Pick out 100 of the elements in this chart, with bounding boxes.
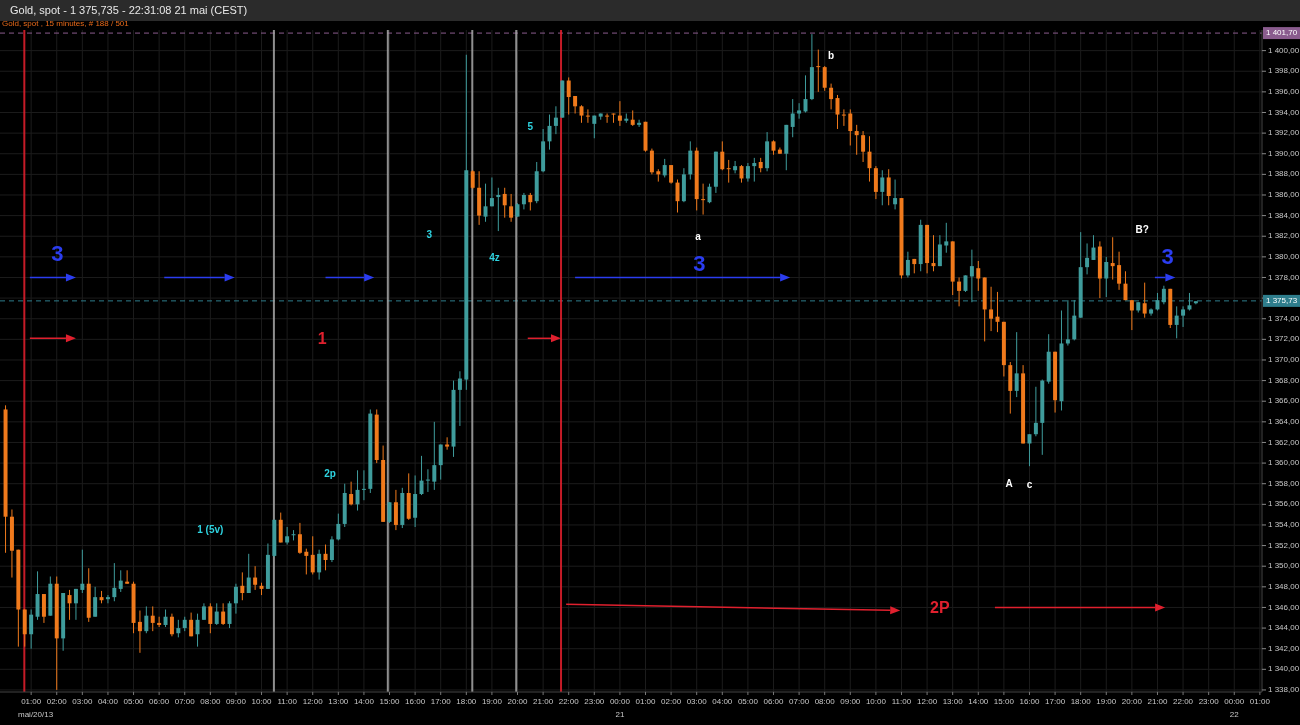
candlestick	[419, 455, 424, 496]
y-tick-label: 1 400,00	[1268, 45, 1300, 55]
y-tick-label: 1 366,00	[1268, 396, 1300, 406]
candlestick	[816, 49, 821, 93]
candlestick	[944, 222, 949, 254]
x-tick-label: 20:00	[1121, 697, 1143, 706]
x-tick-label: 12:00	[302, 697, 324, 706]
candlestick	[1033, 386, 1038, 437]
candlestick	[976, 260, 981, 292]
x-tick-label: 14:00	[353, 697, 375, 706]
annotation: 3	[693, 250, 706, 276]
candlestick	[438, 444, 443, 481]
candlestick	[105, 594, 110, 604]
chart-subtitle: Gold, spot , 15 minutes, # 188 / 501	[2, 19, 130, 28]
candlestick	[118, 569, 123, 593]
x-tick-label: 10:00	[251, 697, 273, 706]
candlestick	[214, 602, 219, 626]
x-tick-label: 11:00	[891, 697, 912, 706]
x-tick-label: 02:00	[46, 697, 68, 706]
candlestick	[662, 158, 667, 178]
y-tick-label: 1 348,00	[1268, 581, 1300, 591]
y-tick-label: 1 344,00	[1268, 623, 1300, 633]
x-tick-label: 03:00	[686, 697, 708, 706]
candlestick	[285, 526, 290, 546]
candlestick	[393, 489, 398, 531]
ref-line-label: 1 401,70	[1266, 28, 1298, 38]
x-tick-label: 04:00	[712, 697, 733, 706]
candlestick	[969, 249, 974, 303]
x-tick-label: 00:00	[609, 697, 631, 706]
y-tick-label: 1 388,00	[1268, 169, 1300, 179]
x-tick-label: 18:00	[456, 697, 477, 706]
x-tick-label: 05:00	[737, 697, 759, 706]
y-tick-label: 1 386,00	[1268, 190, 1300, 200]
y-tick-label: 1 372,00	[1268, 334, 1300, 344]
y-tick-label: 1 350,00	[1268, 561, 1300, 571]
text: 21	[615, 710, 625, 719]
candlestick	[349, 481, 354, 506]
annotation: 2P	[930, 598, 950, 616]
annotation: 3	[51, 240, 64, 266]
text: 22	[1229, 710, 1240, 719]
candlestick	[1161, 285, 1166, 305]
x-tick-label: 03:00	[72, 697, 93, 706]
candlestick	[1065, 299, 1070, 347]
candlestick	[253, 565, 258, 591]
candlestick	[1110, 236, 1115, 281]
annotation: 5	[527, 120, 534, 132]
candlestick	[688, 140, 693, 181]
x-tick-label: 10:00	[865, 697, 887, 706]
y-tick-label: 1 378,00	[1268, 272, 1300, 282]
x-tick-label: 09:00	[225, 697, 247, 706]
candlestick	[726, 159, 731, 184]
annotation: 1 (5v)	[197, 523, 224, 535]
ref-line-label: 1 375,73	[1266, 295, 1298, 305]
candlestick	[304, 548, 309, 575]
y-tick-label: 1 338,00	[1268, 685, 1300, 695]
y-tick-label: 1 368,00	[1268, 375, 1300, 385]
candlestick	[605, 113, 610, 124]
candlestick	[112, 562, 117, 602]
annotation: b	[828, 50, 835, 62]
candlestick	[880, 169, 885, 206]
candlestick	[733, 160, 738, 174]
candlestick	[425, 468, 430, 493]
annotation: a	[695, 230, 702, 242]
candlestick	[278, 512, 283, 543]
candlestick	[355, 469, 360, 512]
candlestick	[1129, 299, 1134, 331]
candlestick	[413, 474, 418, 528]
annotation: A	[1005, 478, 1013, 490]
candlestick	[150, 605, 155, 632]
candlestick	[336, 513, 341, 541]
candlestick	[195, 613, 200, 648]
candlestick	[637, 119, 642, 128]
candlestick	[227, 600, 232, 629]
candlestick	[1014, 331, 1019, 398]
x-tick-label: 05:00	[123, 697, 145, 706]
candlestick	[617, 100, 622, 127]
candlestick	[496, 187, 501, 232]
x-tick-label: 12:00	[917, 697, 938, 706]
x-tick-label: 18:00	[1070, 697, 1092, 706]
text: mai/20/13	[18, 710, 54, 719]
candlestick	[989, 286, 994, 332]
candlestick	[566, 76, 571, 116]
candlestick	[29, 609, 34, 650]
candlestick	[861, 130, 866, 163]
y-tick-label: 1 398,00	[1268, 66, 1300, 76]
x-tick-label: 19:00	[481, 697, 503, 706]
candlestick	[873, 165, 878, 200]
y-tick-label: 1 364,00	[1268, 416, 1300, 426]
y-tick-label: 1 380,00	[1268, 251, 1300, 261]
candlestick	[310, 535, 315, 575]
x-tick-label: 07:00	[174, 697, 196, 706]
candlestick	[829, 83, 834, 110]
x-tick-label: 01:00	[21, 697, 42, 706]
candlestick	[957, 276, 962, 307]
x-tick-label: 08:00	[200, 697, 221, 706]
candlestick	[893, 179, 898, 210]
candlestick	[73, 588, 78, 621]
candlestick	[125, 569, 130, 585]
x-tick-label: 22:00	[1173, 697, 1194, 706]
annotation: 1	[317, 329, 327, 347]
